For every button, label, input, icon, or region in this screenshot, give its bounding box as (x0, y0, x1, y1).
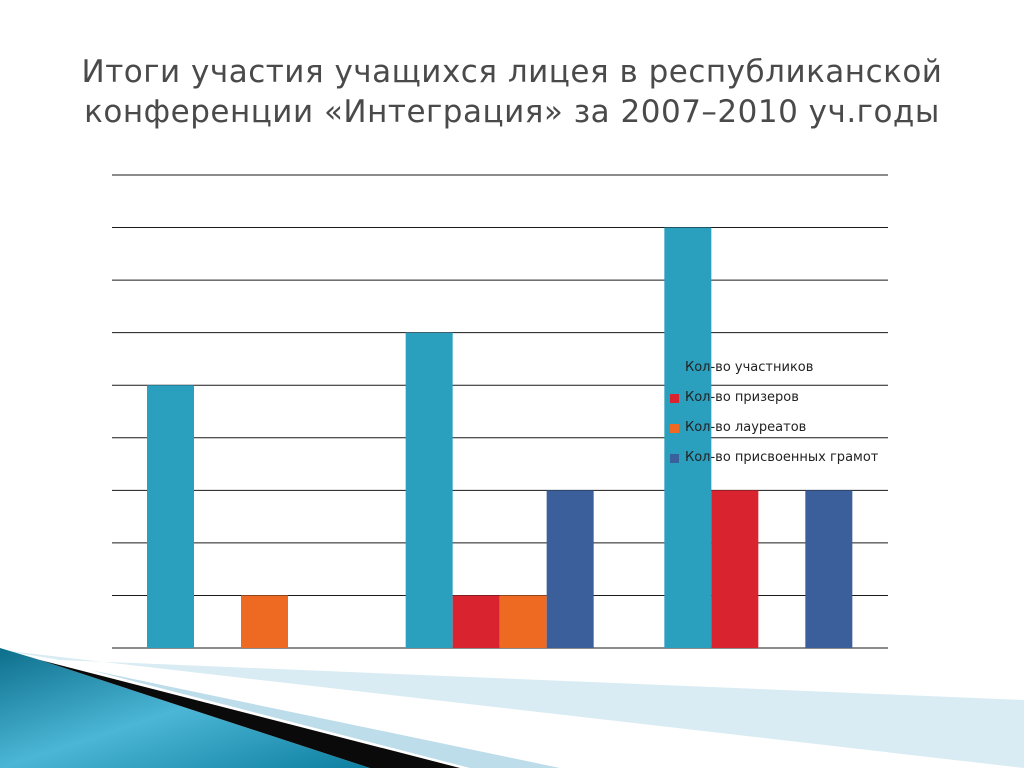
legend-label: Кол-во лауреатов (685, 419, 807, 435)
bar-series3-cat1 (241, 595, 288, 648)
slide-title-line2: конференции «Интеграция» за 2007–2010 уч… (84, 94, 940, 130)
legend-item-series3: Кол-во лауреатов (670, 412, 878, 442)
bar-series3-cat2 (499, 595, 547, 648)
bar-series1-cat3 (664, 227, 712, 649)
legend-label: Кол-во участников (685, 359, 814, 375)
legend-label: Кол-во присвоенных грамот (685, 449, 879, 465)
legend-item-series1: Кол-во участников (670, 352, 878, 382)
slide-title-line1: Итоги участия учащихся лицея в республик… (81, 54, 943, 90)
bar-series4-cat2 (546, 490, 594, 648)
legend-swatch (670, 423, 679, 433)
chart-legend: Кол-во участников Кол-во призеров Кол-во л… (670, 352, 878, 472)
slide-title: Итоги участия учащихся лицея в республик… (40, 52, 984, 132)
bar-series2-cat2 (452, 595, 500, 648)
legend-label: Кол-во призеров (685, 389, 799, 405)
decor-blue-stripe (90, 670, 560, 768)
decor-light-stripe (0, 650, 1024, 768)
legend-item-series4: Кол-во присвоенных грамот (670, 442, 878, 472)
bar-series1-cat2 (405, 332, 453, 648)
legend-swatch (670, 364, 679, 373)
legend-swatch (670, 393, 679, 403)
decor-teal-wedge (0, 648, 370, 768)
legend-item-series2: Кол-во призеров (670, 382, 878, 412)
legend-swatch (670, 453, 679, 463)
bar-series1-cat1 (147, 385, 194, 648)
bar-series4-cat3 (805, 490, 853, 648)
bar-series2-cat3 (711, 490, 759, 648)
decor-black-stripe (40, 660, 460, 768)
